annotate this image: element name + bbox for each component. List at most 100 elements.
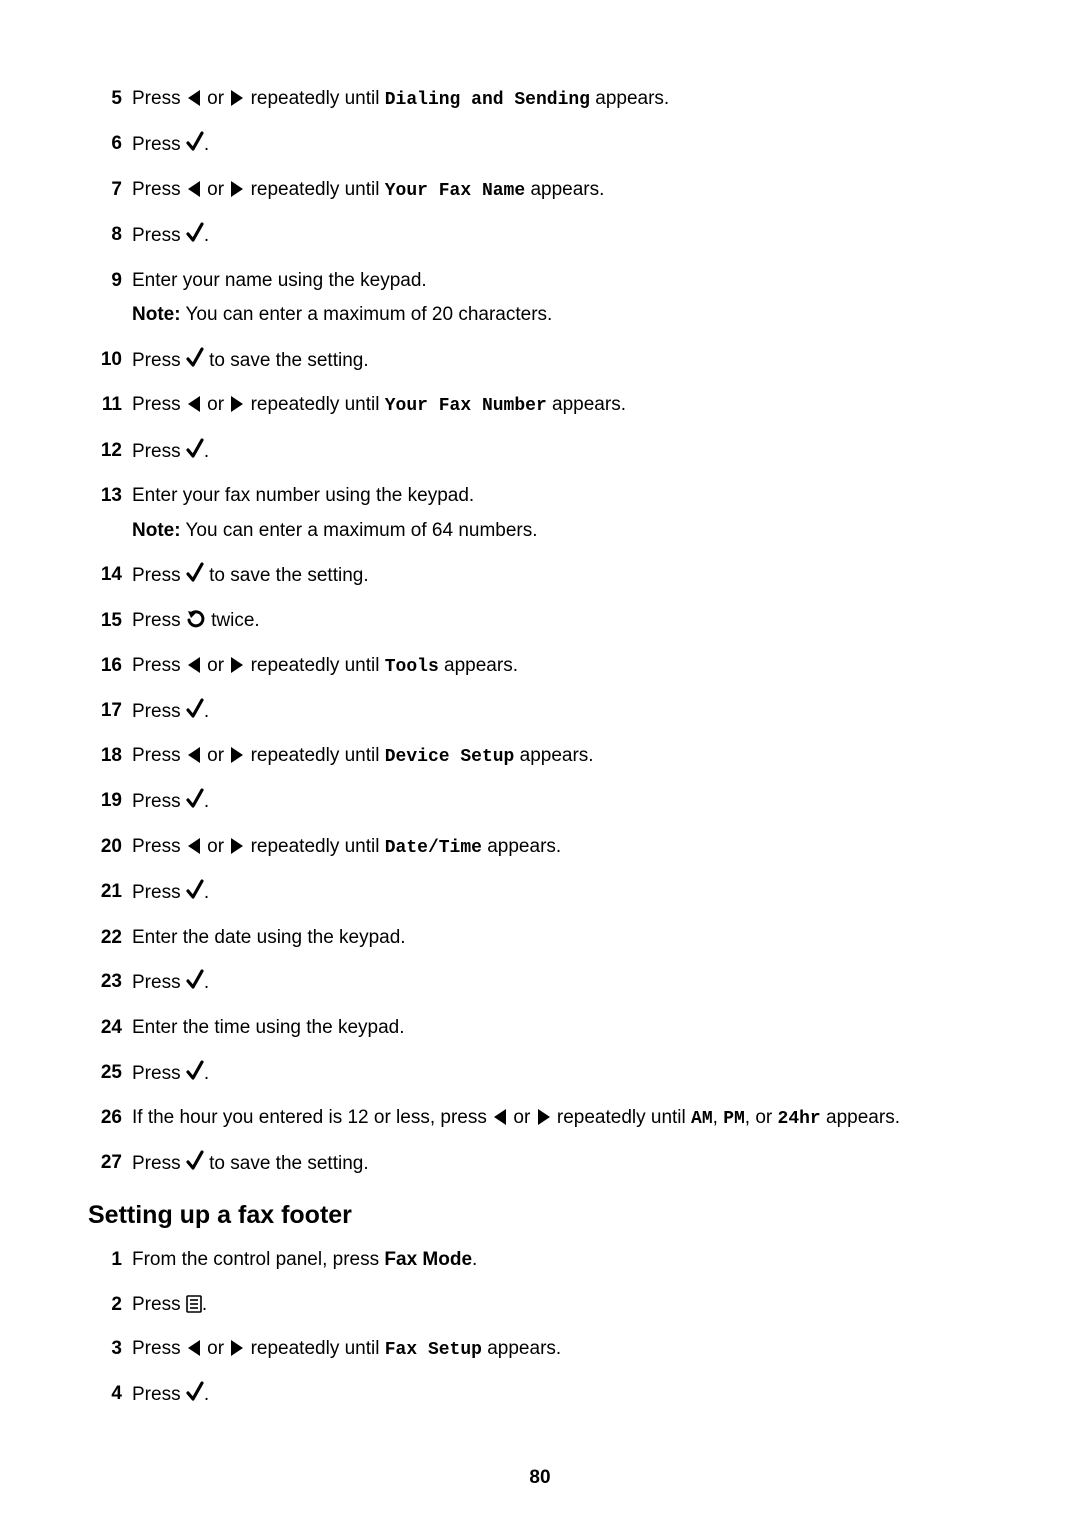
right-arrow-icon	[229, 180, 245, 198]
step-number: 8	[88, 222, 132, 249]
step-body: Press or repeatedly until Date/Time appe…	[132, 834, 992, 861]
step-item: 5Press or repeatedly until Dialing and S…	[88, 86, 992, 113]
step-number: 6	[88, 131, 132, 158]
step-body: Press .	[132, 131, 992, 159]
right-arrow-icon	[229, 1339, 245, 1357]
step-body: Press twice.	[132, 608, 992, 635]
page-number: 80	[88, 1465, 992, 1492]
step-item: 18Press or repeatedly until Device Setup…	[88, 743, 992, 770]
step-item: 9Enter your name using the keypad. Note: …	[88, 268, 992, 329]
step-item: 15Press twice.	[88, 608, 992, 635]
step-item: 22Enter the date using the keypad.	[88, 925, 992, 952]
step-body: Press or repeatedly until Your Fax Numbe…	[132, 392, 992, 419]
check-icon	[186, 879, 204, 901]
step-number: 24	[88, 1015, 132, 1042]
back-arrow-icon	[186, 609, 206, 629]
note: Note: You can enter a maximum of 20 char…	[132, 302, 992, 329]
step-body: Press or repeatedly until Fax Setup appe…	[132, 1336, 992, 1363]
step-body: Press .	[132, 788, 992, 816]
step-body: Press or repeatedly until Device Setup a…	[132, 743, 992, 770]
step-body: Press .	[132, 1292, 992, 1319]
step-number: 23	[88, 969, 132, 996]
step-item: 11Press or repeatedly until Your Fax Num…	[88, 392, 992, 419]
step-body: Press to save the setting.	[132, 562, 992, 590]
step-body: From the control panel, press Fax Mode.	[132, 1247, 992, 1274]
step-number: 18	[88, 743, 132, 770]
step-item: 27Press to save the setting.	[88, 1150, 992, 1178]
menu-option: Device Setup	[385, 747, 515, 767]
right-arrow-icon	[229, 656, 245, 674]
step-text: Enter the date using the keypad.	[132, 927, 406, 948]
step-body: Press to save the setting.	[132, 347, 992, 375]
check-icon	[186, 1381, 204, 1403]
left-arrow-icon	[186, 89, 202, 107]
left-arrow-icon	[186, 746, 202, 764]
note-text: You can enter a maximum of 64 numbers.	[181, 520, 538, 541]
right-arrow-icon	[229, 837, 245, 855]
step-item: 14Press to save the setting.	[88, 562, 992, 590]
step-item: 3Press or repeatedly until Fax Setup app…	[88, 1336, 992, 1363]
left-arrow-icon	[186, 837, 202, 855]
left-arrow-icon	[186, 180, 202, 198]
step-item: 24Enter the time using the keypad.	[88, 1015, 992, 1042]
step-number: 15	[88, 608, 132, 635]
bold-term: Fax Mode	[384, 1249, 472, 1270]
step-number: 20	[88, 834, 132, 861]
step-text: Enter your name using the keypad.	[132, 270, 427, 291]
menu-option: Dialing and Sending	[385, 90, 590, 110]
check-icon	[186, 222, 204, 244]
step-item: 8Press .	[88, 222, 992, 250]
step-body: Press .	[132, 1381, 992, 1409]
check-icon	[186, 788, 204, 810]
step-number: 9	[88, 268, 132, 295]
steps-list-b: 1From the control panel, press Fax Mode.…	[88, 1247, 992, 1409]
step-body: Press or repeatedly until Dialing and Se…	[132, 86, 992, 113]
step-body: Enter your fax number using the keypad.N…	[132, 483, 992, 544]
step-item: 17Press .	[88, 698, 992, 726]
check-icon	[186, 969, 204, 991]
menu-option: Fax Setup	[385, 1340, 482, 1360]
step-item: 1From the control panel, press Fax Mode.	[88, 1247, 992, 1274]
step-item: 21Press .	[88, 879, 992, 907]
right-arrow-icon	[229, 746, 245, 764]
step-number: 21	[88, 879, 132, 906]
section-heading: Setting up a fax footer	[88, 1198, 992, 1233]
step-item: 25Press .	[88, 1060, 992, 1088]
step-number: 25	[88, 1060, 132, 1087]
menu-option: AM	[691, 1109, 713, 1129]
step-body: Press .	[132, 879, 992, 907]
step-number: 26	[88, 1105, 132, 1132]
menu-option: PM	[723, 1109, 745, 1129]
manual-page: 5Press or repeatedly until Dialing and S…	[0, 0, 1080, 1532]
step-number: 16	[88, 653, 132, 680]
step-number: 4	[88, 1381, 132, 1408]
menu-option: 24hr	[778, 1109, 821, 1129]
note-text: You can enter a maximum of 20 characters…	[181, 304, 553, 325]
left-arrow-icon	[492, 1108, 508, 1126]
step-body: Press .	[132, 222, 992, 250]
menu-option: Your Fax Number	[385, 396, 547, 416]
step-number: 7	[88, 177, 132, 204]
step-number: 2	[88, 1292, 132, 1319]
step-text: Enter your fax number using the keypad.	[132, 485, 474, 506]
step-number: 13	[88, 483, 132, 510]
step-item: 4Press .	[88, 1381, 992, 1409]
step-item: 26If the hour you entered is 12 or less,…	[88, 1105, 992, 1132]
step-number: 1	[88, 1247, 132, 1274]
check-icon	[186, 347, 204, 369]
step-body: Press or repeatedly until Your Fax Name …	[132, 177, 992, 204]
menu-icon	[186, 1295, 202, 1313]
step-text: Enter the time using the keypad.	[132, 1017, 405, 1038]
left-arrow-icon	[186, 395, 202, 413]
step-number: 17	[88, 698, 132, 725]
check-icon	[186, 131, 204, 153]
step-number: 12	[88, 438, 132, 465]
menu-option: Tools	[385, 657, 439, 677]
step-number: 10	[88, 347, 132, 374]
step-body: Press .	[132, 698, 992, 726]
step-number: 5	[88, 86, 132, 113]
step-body: Press to save the setting.	[132, 1150, 992, 1178]
step-body: Press or repeatedly until Tools appears.	[132, 653, 992, 680]
step-body: Enter the time using the keypad.	[132, 1015, 992, 1042]
step-number: 27	[88, 1150, 132, 1177]
